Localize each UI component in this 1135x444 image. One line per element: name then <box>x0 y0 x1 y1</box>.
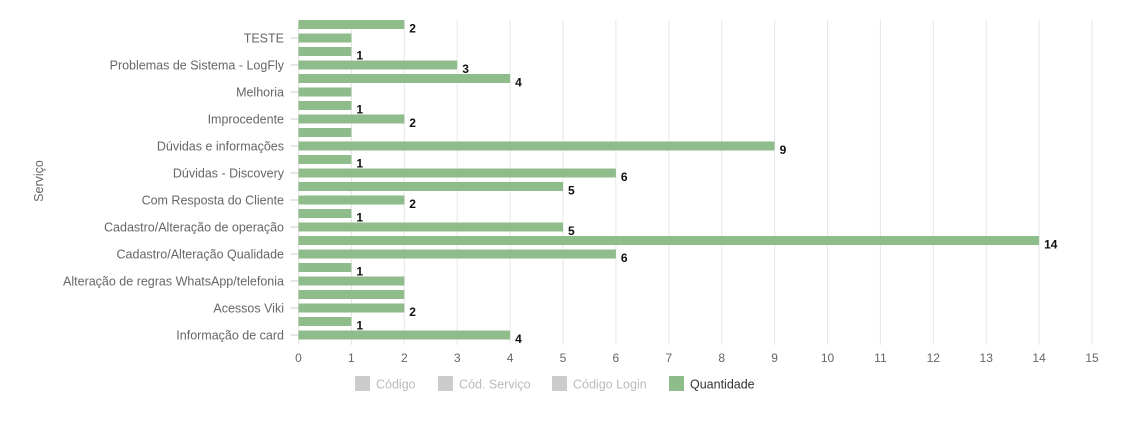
category-label: Dúvidas - Discovery <box>173 167 285 181</box>
data-label: 6 <box>621 251 628 265</box>
bar[interactable] <box>298 128 352 137</box>
x-tick-label: 2 <box>401 351 408 365</box>
x-tick-label: 7 <box>665 351 672 365</box>
bar[interactable] <box>298 236 1040 245</box>
bar[interactable] <box>298 182 564 191</box>
bar[interactable] <box>298 87 352 97</box>
data-label: 5 <box>568 184 575 198</box>
category-label: Dúvidas e informações <box>157 140 284 154</box>
data-label: 1 <box>356 103 363 117</box>
data-label: 1 <box>356 319 363 333</box>
y-axis-title: Serviço <box>32 160 46 202</box>
category-label: Problemas de Sistema - LogFly <box>110 59 285 73</box>
bar[interactable] <box>298 263 352 272</box>
legend-label[interactable]: Cód. Serviço <box>459 378 531 392</box>
bar[interactable] <box>298 155 352 164</box>
bar[interactable] <box>298 249 616 259</box>
x-tick-label: 9 <box>771 351 778 365</box>
bar[interactable] <box>298 168 616 178</box>
data-label: 2 <box>409 197 416 211</box>
x-tick-label: 15 <box>1085 351 1099 365</box>
category-label: Improcedente <box>208 113 284 127</box>
legend-swatch[interactable] <box>355 376 370 391</box>
data-label: 1 <box>356 157 363 171</box>
legend-swatch[interactable] <box>669 376 684 391</box>
legend-swatch[interactable] <box>438 376 453 391</box>
legend-label[interactable]: Quantidade <box>690 378 755 392</box>
bar[interactable] <box>298 195 405 205</box>
bar[interactable] <box>298 222 564 232</box>
bar[interactable] <box>298 141 775 151</box>
x-tick-label: 8 <box>718 351 725 365</box>
bar[interactable] <box>298 60 458 70</box>
legend-item[interactable]: Quantidade <box>669 376 755 392</box>
category-label: TESTE <box>244 32 284 46</box>
data-label: 9 <box>780 143 787 157</box>
data-label: 5 <box>568 224 575 238</box>
x-tick-label: 3 <box>454 351 461 365</box>
data-label: 6 <box>621 170 628 184</box>
category-label: Cadastro/Alteração de operação <box>104 221 284 235</box>
data-label: 3 <box>462 62 469 76</box>
category-label: Cadastro/Alteração Qualidade <box>117 248 285 262</box>
x-tick-label: 12 <box>927 351 941 365</box>
bar[interactable] <box>298 303 405 313</box>
data-label: 1 <box>356 211 363 225</box>
bar[interactable] <box>298 317 352 326</box>
x-tick-label: 1 <box>348 351 355 365</box>
category-label: Melhoria <box>236 86 284 100</box>
bar[interactable] <box>298 20 405 29</box>
bar[interactable] <box>298 114 405 124</box>
category-label: Acessos Viki <box>213 302 284 316</box>
legend-item[interactable]: Código Login <box>552 376 647 392</box>
x-tick-label: 11 <box>874 351 887 365</box>
bar[interactable] <box>298 276 405 286</box>
legend-swatch[interactable] <box>552 376 567 391</box>
bar[interactable] <box>298 330 511 340</box>
legend-item[interactable]: Cód. Serviço <box>438 376 531 392</box>
data-label: 14 <box>1044 238 1058 252</box>
legend-label[interactable]: Código <box>376 378 416 392</box>
category-labels: TESTE Problemas de Sistema - LogFly Melhor… <box>63 32 299 343</box>
x-tick-label: 0 <box>295 351 302 365</box>
data-label: 1 <box>356 265 363 279</box>
category-label: Alteração de regras WhatsApp/telefonia <box>63 275 284 289</box>
bar[interactable] <box>298 290 405 299</box>
x-axis-tick-labels: 0 1 2 3 4 5 6 7 8 9 10 11 12 13 14 15 <box>295 351 1099 365</box>
category-label: Com Resposta do Cliente <box>142 194 284 208</box>
bar[interactable] <box>298 209 352 218</box>
legend-item[interactable]: Código <box>355 376 416 392</box>
legend: Código Cód. Serviço Código Login Quantidade <box>355 376 755 392</box>
data-label: 2 <box>409 22 416 36</box>
data-label: 2 <box>409 305 416 319</box>
data-label: 4 <box>515 332 522 346</box>
bar[interactable] <box>298 101 352 110</box>
legend-label[interactable]: Código Login <box>573 378 647 392</box>
x-tick-label: 13 <box>980 351 994 365</box>
bar[interactable] <box>298 74 511 83</box>
data-label: 4 <box>515 76 522 90</box>
category-label: Informação de card <box>176 329 284 343</box>
bar[interactable] <box>298 47 352 56</box>
data-label: 1 <box>356 49 363 63</box>
data-label: 2 <box>409 116 416 130</box>
x-tick-label: 10 <box>821 351 835 365</box>
x-tick-label: 6 <box>613 351 620 365</box>
bar[interactable] <box>298 33 352 43</box>
x-tick-label: 4 <box>507 351 514 365</box>
x-tick-label: 14 <box>1032 351 1046 365</box>
bars <box>298 20 1040 340</box>
x-tick-label: 5 <box>560 351 567 365</box>
